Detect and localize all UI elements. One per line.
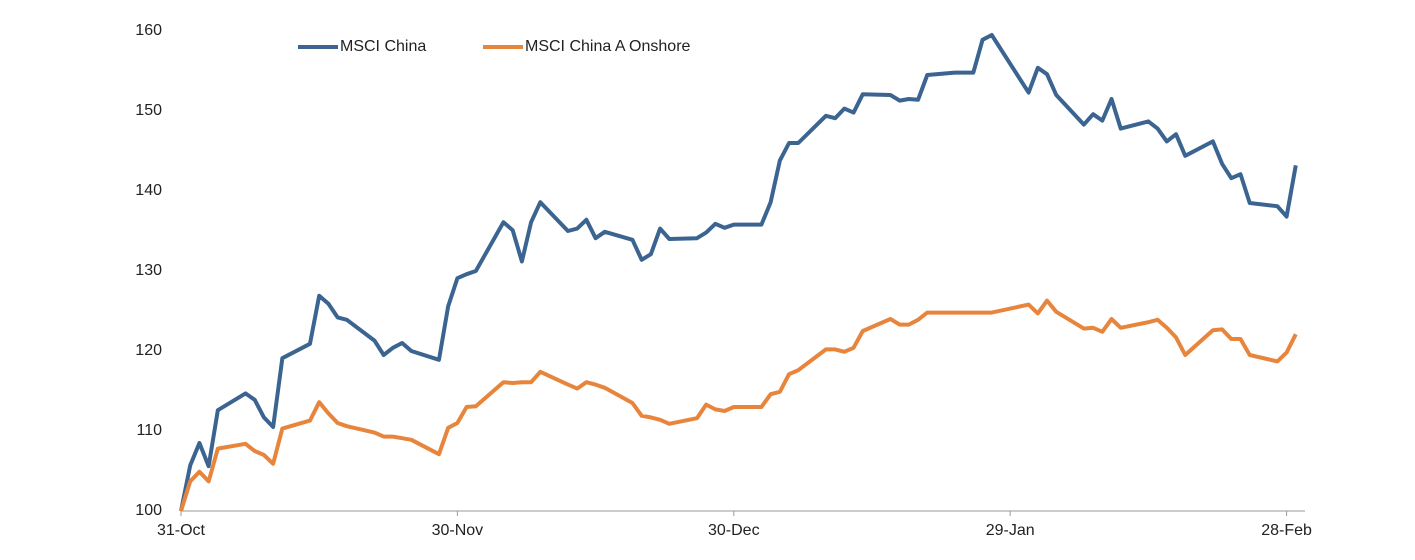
y-tick-label: 110 <box>136 422 162 439</box>
x-tick-label: 30-Dec <box>708 522 760 539</box>
y-tick-label: 130 <box>135 262 162 279</box>
y-tick-label: 140 <box>135 182 162 199</box>
legend-label: MSCI China A Onshore <box>525 38 691 55</box>
x-tick-label: 31-Oct <box>157 522 206 539</box>
x-tick-label: 29-Jan <box>986 522 1035 539</box>
x-tick-label: 30-Nov <box>432 522 484 539</box>
series-line <box>179 298 1298 512</box>
series-line <box>179 33 1298 512</box>
y-tick-label: 160 <box>135 22 162 39</box>
y-tick-label: 100 <box>135 502 162 519</box>
x-tick-label: 28-Feb <box>1261 522 1312 539</box>
legend-label: MSCI China <box>340 38 426 55</box>
y-tick-label: 120 <box>135 342 162 359</box>
y-tick-label: 150 <box>135 102 162 119</box>
